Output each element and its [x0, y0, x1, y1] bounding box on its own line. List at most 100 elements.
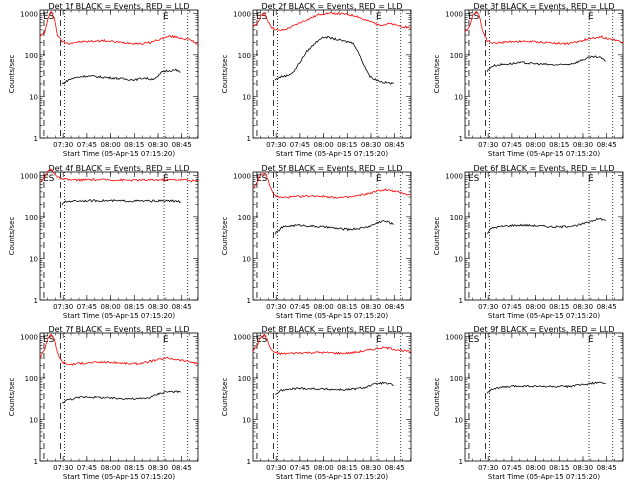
marker-label: E — [163, 12, 169, 22]
marker-label: E — [588, 335, 594, 345]
y-tick-label: 1 — [247, 135, 251, 143]
x-tick-label: 07:45 — [290, 464, 310, 472]
marker-label: E — [163, 335, 169, 345]
y-tick-label: 1000 — [20, 333, 38, 341]
x-tick-label: 07:45 — [290, 141, 310, 149]
x-tick-label: 08:45 — [172, 141, 192, 149]
x-tick-label: 08:15 — [549, 464, 569, 472]
y-axis-label: Counts/sec — [433, 55, 441, 94]
y-tick-label: 1000 — [20, 172, 38, 180]
series-line — [486, 217, 606, 234]
y-tick-label: 1 — [34, 458, 38, 466]
x-tick-label: 08:00 — [525, 464, 545, 472]
plot-frame — [39, 332, 199, 462]
y-tick-label: 10 — [29, 255, 38, 263]
x-tick-label: 07:45 — [290, 303, 310, 311]
x-tick-label: 07:30 — [266, 303, 286, 311]
x-tick-label: 07:45 — [77, 141, 97, 149]
x-tick-label: 08:30 — [361, 303, 381, 311]
marker-label: ES — [256, 174, 268, 184]
y-axis-label: Counts/sec — [433, 378, 441, 417]
plot-frame — [464, 332, 624, 462]
plot-frame — [252, 9, 412, 139]
y-tick-label: 1000 — [445, 172, 463, 180]
y-tick-label: 10 — [29, 93, 38, 101]
y-tick-label: 100 — [238, 375, 251, 383]
y-tick-label: 1000 — [233, 333, 251, 341]
plot-frame — [252, 332, 412, 462]
x-tick-label: 08:15 — [549, 141, 569, 149]
chart-panel-6: Det 6f BLACK = Events, RED = LLD 1 10 100 10… — [433, 164, 624, 320]
y-tick-label: 100 — [238, 214, 251, 222]
chart-title: Det 3f BLACK = Events, RED = LLD — [473, 2, 614, 11]
x-tick-label: 08:15 — [124, 303, 144, 311]
x-tick-label: 08:45 — [597, 464, 617, 472]
series-line — [252, 172, 412, 199]
y-tick-label: 10 — [242, 93, 251, 101]
y-tick-label: 1 — [247, 458, 251, 466]
x-axis-label: Start Time (05-Apr-15 07:15:20) — [63, 150, 175, 158]
x-tick-label: 08:15 — [124, 464, 144, 472]
x-tick-label: 07:30 — [266, 464, 286, 472]
y-tick-label: 1 — [459, 458, 463, 466]
chart-title: Det 7f BLACK = Events, RED = LLD — [48, 325, 189, 334]
x-tick-label: 08:15 — [337, 464, 357, 472]
series-line — [274, 35, 394, 85]
series-line — [61, 68, 181, 85]
y-tick-label: 100 — [25, 52, 38, 60]
x-tick-label: 08:00 — [100, 464, 120, 472]
y-tick-label: 1 — [459, 297, 463, 305]
y-tick-label: 1000 — [445, 10, 463, 18]
y-axis-label: Counts/sec — [8, 217, 16, 256]
y-tick-label: 10 — [454, 93, 463, 101]
series-line — [464, 10, 624, 46]
y-axis-label: Counts/sec — [221, 378, 229, 417]
x-axis-label: Start Time (05-Apr-15 07:15:20) — [63, 312, 175, 320]
marker-label: E — [376, 12, 382, 22]
chart-panel-7: Det 7f BLACK = Events, RED = LLD 1 10 100 10… — [8, 325, 199, 480]
y-axis-label: Counts/sec — [8, 378, 16, 417]
marker-label: ES — [43, 174, 55, 184]
series-line — [39, 10, 199, 45]
x-axis-label: Start Time (05-Apr-15 07:15:20) — [488, 312, 600, 320]
chart-title: Det 6f BLACK = Events, RED = LLD — [473, 164, 614, 173]
marker-label: E — [376, 335, 382, 345]
series-line — [486, 381, 606, 394]
y-tick-label: 100 — [450, 52, 463, 60]
x-tick-label: 07:30 — [478, 141, 498, 149]
x-tick-label: 07:45 — [502, 303, 522, 311]
x-tick-label: 08:45 — [597, 303, 617, 311]
series-line — [39, 333, 198, 366]
x-tick-label: 08:45 — [597, 141, 617, 149]
x-tick-label: 08:00 — [100, 141, 120, 149]
chart-panel-9: Det 9f BLACK = Events, RED = LLD 1 10 100 10… — [433, 325, 624, 480]
y-tick-label: 1 — [34, 135, 38, 143]
chart-title: Det 4f BLACK = Events, RED = LLD — [48, 164, 189, 173]
marker-label: ES — [468, 174, 480, 184]
x-tick-label: 08:00 — [313, 303, 333, 311]
x-axis-label: Start Time (05-Apr-15 07:15:20) — [276, 150, 388, 158]
x-tick-label: 07:45 — [77, 303, 97, 311]
plot-frame — [39, 171, 199, 301]
marker-label: ES — [256, 12, 268, 22]
x-tick-label: 08:45 — [385, 141, 405, 149]
x-tick-label: 08:00 — [525, 141, 545, 149]
marker-label: E — [588, 174, 594, 184]
x-tick-label: 07:30 — [478, 464, 498, 472]
series-line — [61, 198, 181, 206]
marker-label: E — [163, 174, 169, 184]
series-line — [274, 220, 394, 235]
x-tick-label: 08:30 — [573, 464, 593, 472]
series-line — [39, 168, 199, 183]
x-tick-label: 08:30 — [361, 141, 381, 149]
y-tick-label: 10 — [242, 255, 251, 263]
x-tick-label: 08:15 — [124, 141, 144, 149]
marker-label: ES — [256, 335, 268, 345]
y-tick-label: 100 — [450, 214, 463, 222]
x-tick-label: 08:45 — [385, 464, 405, 472]
y-tick-label: 1 — [247, 297, 251, 305]
y-tick-label: 100 — [238, 52, 251, 60]
y-tick-label: 10 — [29, 416, 38, 424]
series-line — [252, 333, 412, 356]
